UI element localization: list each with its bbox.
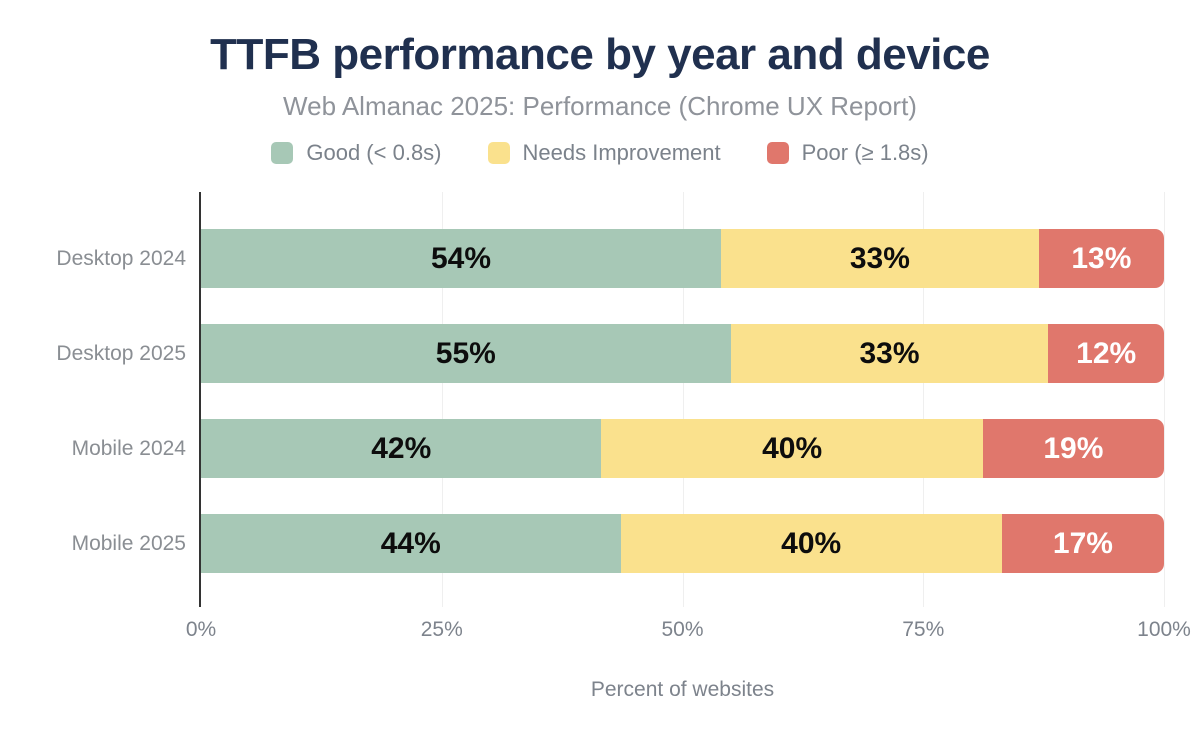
bar-segment: 42% [201, 419, 602, 478]
bar-value-label: 17% [1052, 526, 1113, 560]
x-axis-ticks: 0% 25% 50% 75% 100% [186, 618, 1191, 648]
plot-area: Desktop 2024 54% 33% 13% Desktop 2025 55% 33% 1… [56, 192, 1165, 607]
bar-value-label: 13% [1071, 241, 1132, 275]
legend-swatch-icon [766, 142, 789, 164]
gridline [1164, 192, 1165, 607]
bar-segment: 33% [721, 229, 1039, 288]
x-tick-label: 50% [661, 618, 704, 641]
bar-value-label: 33% [849, 241, 910, 275]
bar-row-desktop-2025: 55% 33% 12% [201, 324, 1164, 383]
category-label: Mobile 2025 [71, 531, 186, 555]
bar-segment: 40% [620, 514, 1002, 573]
bar-value-label: 19% [1043, 431, 1104, 465]
bar-segment: 40% [601, 419, 983, 478]
legend-swatch-icon [271, 142, 294, 164]
bar-segment: 13% [1038, 229, 1164, 288]
x-tick-label: 75% [902, 618, 945, 641]
category-label: Mobile 2024 [71, 436, 186, 460]
gridline [441, 192, 443, 607]
x-tick-label: 25% [420, 618, 463, 641]
bar-segment: 44% [201, 514, 621, 573]
gridline [923, 192, 925, 607]
gridline [682, 192, 684, 607]
bar-value-label: 12% [1076, 336, 1137, 370]
chart-title: TTFB performance by year and device [210, 30, 990, 79]
bar-value-label: 54% [430, 241, 492, 275]
bar-value-label: 42% [371, 431, 432, 465]
legend-item-label: Needs Improvement [522, 140, 721, 165]
x-tick-label: 0% [185, 618, 217, 641]
bar-row-mobile-2024: 42% 40% 19% [201, 419, 1164, 478]
legend: Good (< 0.8s) Needs Improvement Poor (≥ 1.… [0, 140, 1200, 166]
bar-value-label: 33% [859, 336, 920, 370]
x-axis-label: Percent of websites [590, 678, 775, 701]
bar-segment: 19% [982, 419, 1164, 478]
bar-segment: 54% [201, 229, 722, 288]
x-tick-label: 100% [1137, 618, 1191, 641]
bar-segment: 33% [730, 324, 1049, 383]
bar-value-label: 44% [380, 526, 441, 560]
bar-segment: 12% [1048, 324, 1164, 383]
category-label: Desktop 2024 [56, 246, 186, 270]
legend-item-2: Needs Improvement [487, 140, 721, 166]
bar-row-desktop-2024: 54% 33% 13% [201, 229, 1164, 288]
legend-item-label: Good (< 0.8s) [306, 140, 442, 165]
bar-segment: 55% [201, 324, 731, 383]
category-label: Desktop 2025 [56, 341, 186, 365]
bar-row-mobile-2025: 44% 40% 17% [201, 514, 1164, 573]
chart-subtitle: Web Almanac 2025: Performance (Chrome UX… [283, 91, 917, 121]
legend-item-1: Good (< 0.8s) [271, 140, 442, 166]
bar-value-label: 40% [762, 431, 823, 465]
legend-item-3: Poor (≥ 1.8s) [766, 140, 929, 166]
legend-swatch-icon [487, 142, 510, 164]
bar-value-label: 40% [781, 526, 842, 560]
bar-segment: 17% [1001, 514, 1164, 573]
legend-item-label: Poor (≥ 1.8s) [801, 140, 929, 165]
bar-value-label: 55% [435, 336, 496, 370]
